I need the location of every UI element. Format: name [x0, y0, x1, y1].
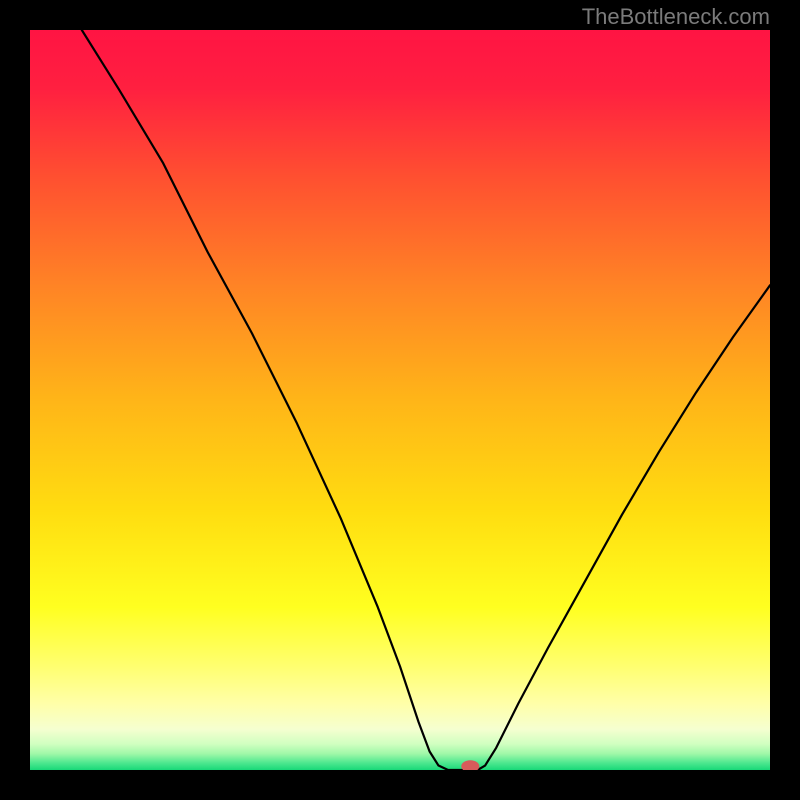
watermark-text: TheBottleneck.com	[582, 4, 770, 30]
chart-container: TheBottleneck.com	[0, 0, 800, 800]
plot-background	[30, 30, 770, 770]
bottleneck-plot	[30, 30, 770, 770]
